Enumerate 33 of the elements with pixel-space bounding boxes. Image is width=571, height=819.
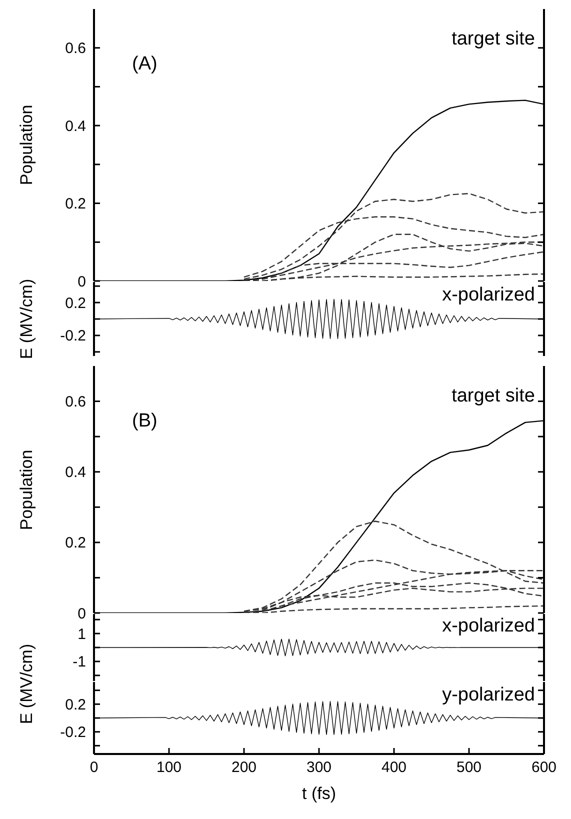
x-tick-label: 600 <box>531 759 557 776</box>
y-tick-label: 0.2 <box>65 534 86 552</box>
annotation: y-polarized <box>442 684 535 706</box>
y-tick-label: 0.2 <box>65 196 86 213</box>
x-tick-label: 200 <box>231 759 257 776</box>
y-tick-label: 0.4 <box>65 464 86 482</box>
y-tick-label: 0.2 <box>65 294 86 312</box>
y-tick-label: -0.2 <box>60 328 86 345</box>
annotation: (A) <box>132 54 158 74</box>
y-axis-title: Population <box>16 449 37 530</box>
annotation: target site <box>452 28 535 50</box>
y-tick-label: 0.6 <box>65 394 86 411</box>
x-tick-label: 500 <box>456 759 482 776</box>
annotation: x-polarized <box>442 284 535 306</box>
y-tick-label: 0.4 <box>65 118 86 135</box>
x-tick-label: 0 <box>90 759 98 776</box>
x-tick-label: 300 <box>306 759 332 776</box>
y-tick-label: -1 <box>72 654 86 671</box>
annotation: (B) <box>132 410 158 432</box>
y-axis-title: Population <box>16 104 37 186</box>
y-axis-title: E (MV/cm) <box>16 278 37 360</box>
annotation: x-polarized <box>442 616 535 637</box>
y-tick-label: 0 <box>78 273 86 290</box>
y-tick-label: -0.2 <box>60 724 86 742</box>
y-tick-label: 1 <box>78 626 86 643</box>
y-tick-label: 0.2 <box>65 696 86 714</box>
x-tick-label: 100 <box>156 759 182 776</box>
annotation: target site <box>452 386 535 406</box>
y-axis-title: E (MV/cm) <box>16 643 37 724</box>
x-axis-title: t (fs) <box>301 784 337 804</box>
y-tick-label: 0 <box>78 605 86 622</box>
x-tick-label: 400 <box>381 759 407 776</box>
y-tick-label: 0.6 <box>65 40 86 58</box>
